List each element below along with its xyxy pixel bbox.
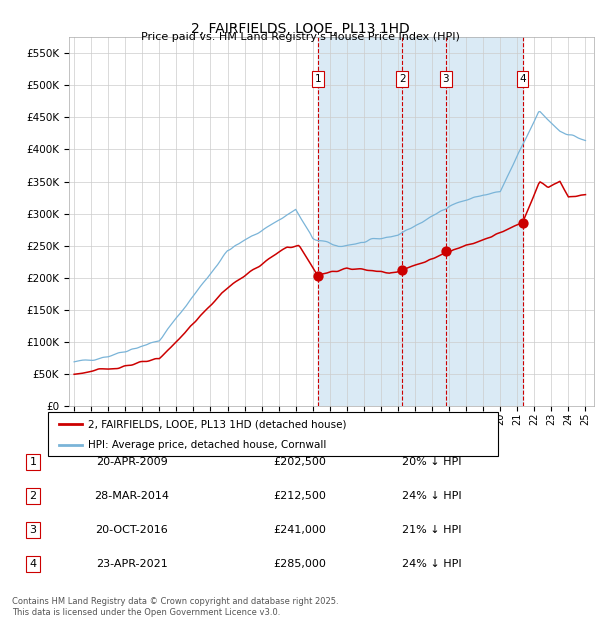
Text: 20-OCT-2016: 20-OCT-2016 (95, 525, 169, 535)
Text: 28-MAR-2014: 28-MAR-2014 (95, 491, 170, 501)
Point (397, 265, 407, 275)
Point (518, 218, 527, 228)
Text: 20-APR-2009: 20-APR-2009 (96, 457, 168, 467)
Text: 1: 1 (29, 457, 37, 467)
Text: 24% ↓ HPI: 24% ↓ HPI (402, 491, 462, 501)
Bar (318, 37, 523, 406)
Text: 20% ↓ HPI: 20% ↓ HPI (402, 457, 462, 467)
Text: Contains HM Land Registry data © Crown copyright and database right 2025.
This d: Contains HM Land Registry data © Crown c… (12, 598, 338, 617)
Text: Price paid vs. HM Land Registry's House Price Index (HPI): Price paid vs. HM Land Registry's House … (140, 32, 460, 42)
Text: 23-APR-2021: 23-APR-2021 (96, 559, 168, 569)
Text: £202,500: £202,500 (274, 457, 326, 467)
Point (441, 247, 451, 257)
Text: 4: 4 (519, 74, 526, 84)
Text: 2, FAIRFIELDS, LOOE, PL13 1HD (detached house): 2, FAIRFIELDS, LOOE, PL13 1HD (detached … (89, 420, 347, 430)
Text: £212,500: £212,500 (274, 491, 326, 501)
Text: 2: 2 (399, 74, 406, 84)
Text: 2: 2 (29, 491, 37, 501)
Text: HPI: Average price, detached house, Cornwall: HPI: Average price, detached house, Corn… (89, 440, 327, 450)
Text: £241,000: £241,000 (274, 525, 326, 535)
Text: 24% ↓ HPI: 24% ↓ HPI (402, 559, 462, 569)
Text: 21% ↓ HPI: 21% ↓ HPI (402, 525, 462, 535)
Text: 3: 3 (29, 525, 37, 535)
Text: 4: 4 (29, 559, 37, 569)
Point (313, 271, 323, 281)
Text: 1: 1 (314, 74, 321, 84)
Text: 3: 3 (442, 74, 449, 84)
Text: 2, FAIRFIELDS, LOOE, PL13 1HD: 2, FAIRFIELDS, LOOE, PL13 1HD (191, 22, 409, 36)
Text: £285,000: £285,000 (274, 559, 326, 569)
